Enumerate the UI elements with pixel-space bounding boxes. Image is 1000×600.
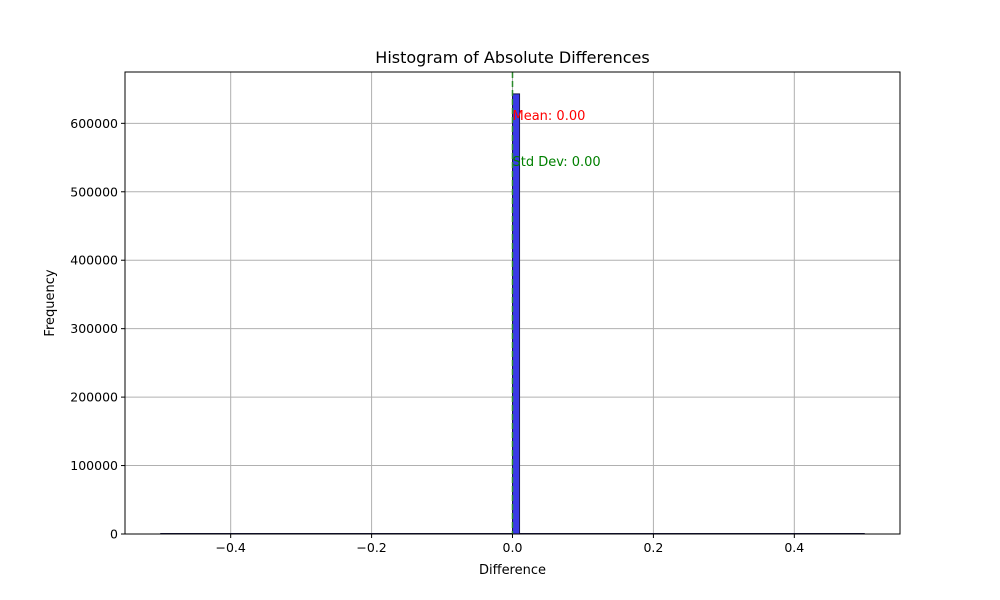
- y-tick-label: 0: [110, 527, 118, 542]
- y-tick-label: 600000: [70, 116, 118, 131]
- y-tick-label: 400000: [70, 253, 118, 268]
- x-axis-label: Difference: [479, 563, 546, 578]
- x-tick-label: −0.4: [216, 540, 246, 555]
- y-tick-label: 100000: [70, 458, 118, 473]
- y-axis-ticks: 0 100000 200000 300000 400000 500000 600000: [70, 116, 125, 542]
- x-tick-label: 0.0: [503, 540, 523, 555]
- mean-annotation: Mean: 0.00: [513, 109, 586, 124]
- std-dev-annotation: Std Dev: 0.00: [513, 155, 601, 170]
- y-axis-label: Frequency: [43, 269, 58, 336]
- x-tick-label: 0.4: [784, 540, 804, 555]
- y-tick-label: 300000: [70, 321, 118, 336]
- x-axis-ticks: −0.4 −0.2 0.0 0.2 0.4: [216, 534, 804, 555]
- x-tick-label: −0.2: [356, 540, 386, 555]
- y-tick-label: 500000: [70, 184, 118, 199]
- chart-title: Histogram of Absolute Differences: [375, 48, 649, 67]
- x-tick-label: 0.2: [643, 540, 663, 555]
- annotations: Mean: 0.00 Std Dev: 0.00: [513, 109, 601, 170]
- y-tick-label: 200000: [70, 390, 118, 405]
